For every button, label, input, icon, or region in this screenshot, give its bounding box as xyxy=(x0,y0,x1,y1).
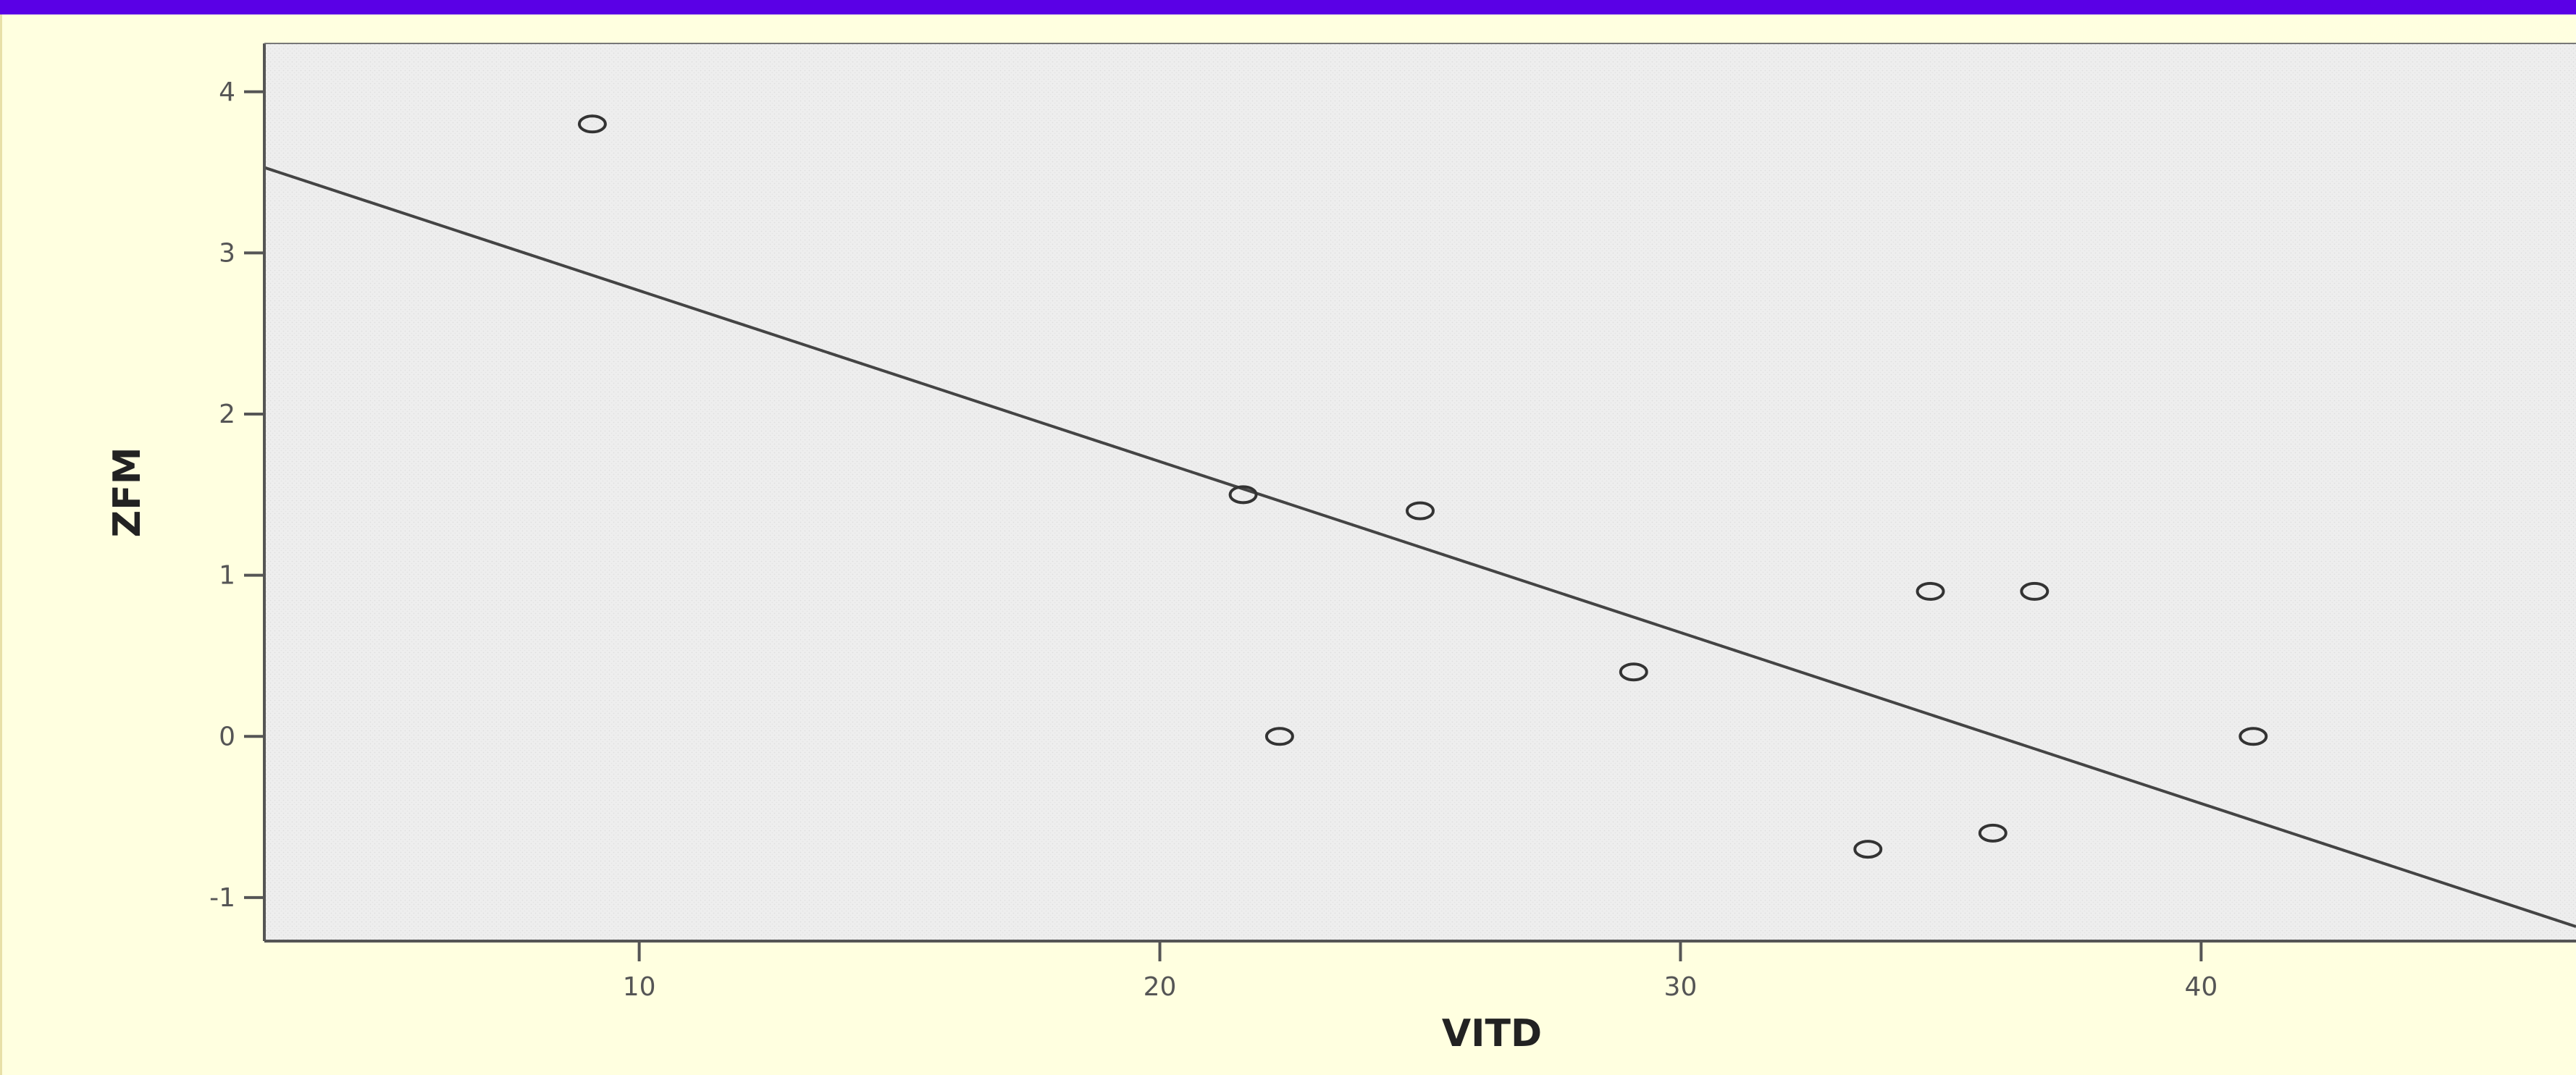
x-tick-label: 30 xyxy=(1664,972,1698,1002)
data-point xyxy=(1853,840,1883,859)
x-tick-label: 10 xyxy=(623,972,656,1002)
x-axis-title: VITD xyxy=(1442,1012,1542,1055)
data-point xyxy=(1228,485,1258,505)
data-point xyxy=(2020,581,2050,601)
data-point xyxy=(2239,727,2268,746)
x-axis-ticks: 10 20 30 40 xyxy=(623,941,2218,1002)
y-tick-label: 3 xyxy=(219,238,235,268)
plot-area xyxy=(264,43,2576,941)
data-point xyxy=(577,114,607,134)
y-tick-label: 4 xyxy=(219,77,235,107)
y-tick-label: 1 xyxy=(219,561,235,591)
y-tick-label: -1 xyxy=(209,883,235,913)
y-tick-label: 0 xyxy=(219,722,235,751)
x-tick-label: 20 xyxy=(1144,972,1177,1002)
data-point xyxy=(1264,727,1294,746)
regression-line xyxy=(264,166,2576,928)
data-points xyxy=(577,114,2268,859)
data-point xyxy=(1619,662,1648,682)
y-axis-ticks: -1 0 1 2 3 4 xyxy=(209,77,264,913)
y-axis-title: ZFM xyxy=(106,447,149,538)
y-tick-label: 2 xyxy=(219,400,235,429)
data-point xyxy=(1978,823,2007,843)
top-bar xyxy=(0,0,2576,14)
data-point xyxy=(1916,581,1945,601)
data-point xyxy=(1406,501,1435,520)
x-tick-label: 40 xyxy=(2184,972,2218,1002)
